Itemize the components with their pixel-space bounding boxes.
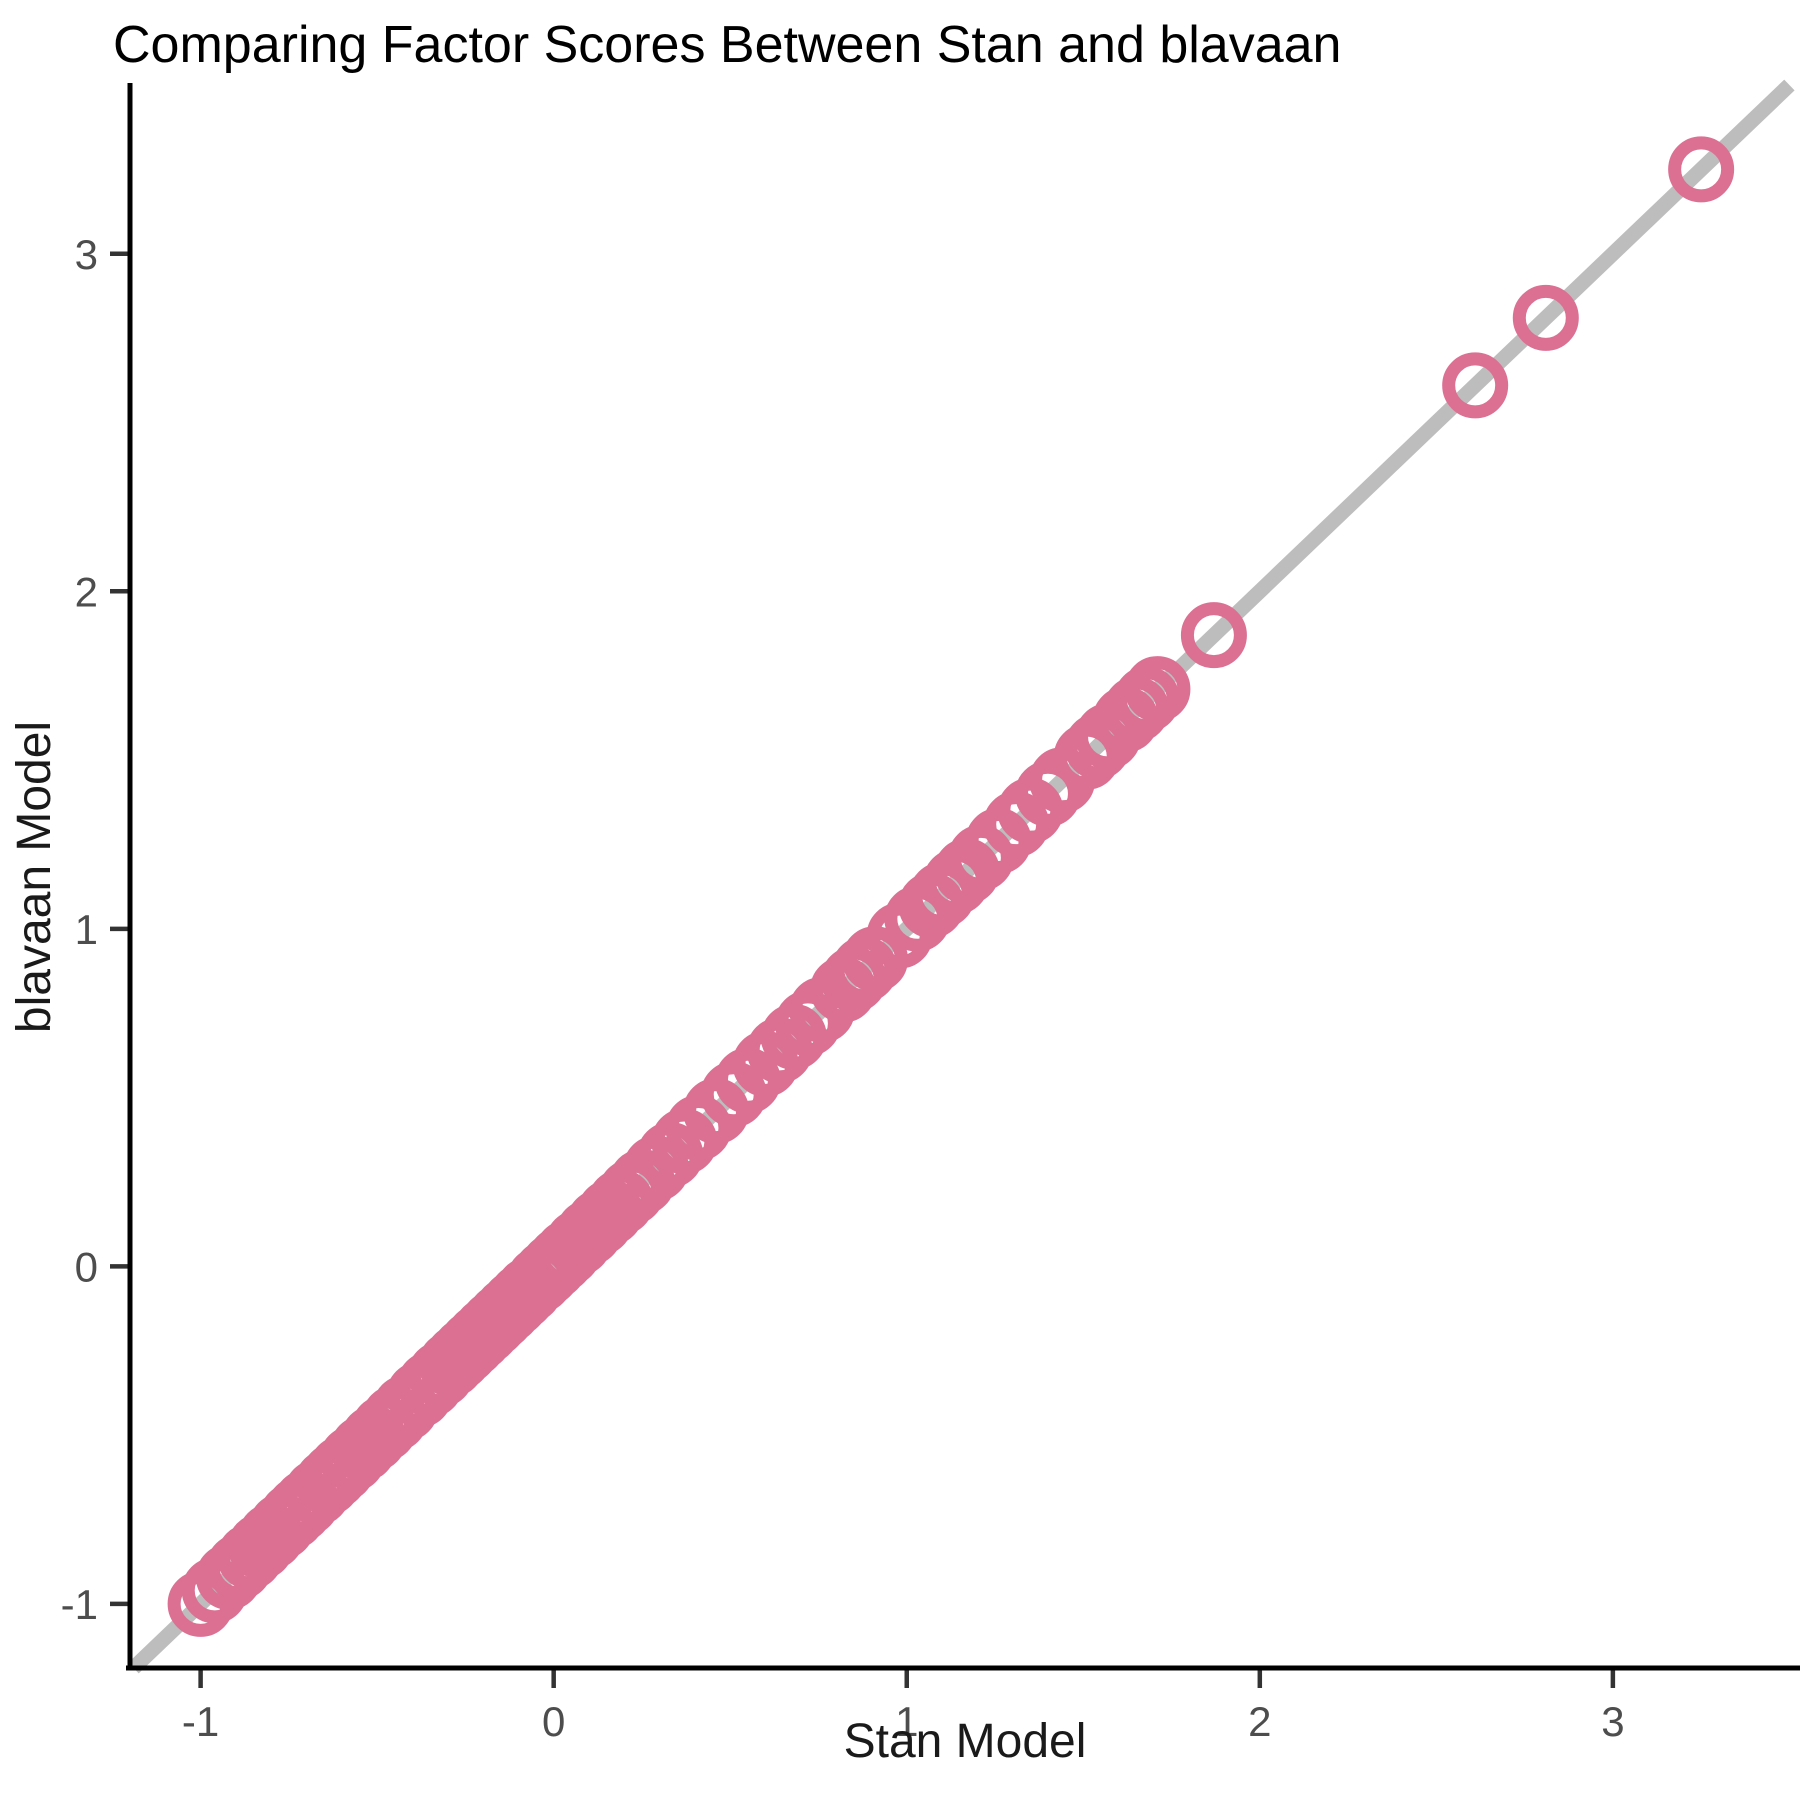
data-point xyxy=(1442,352,1509,419)
plot-title: Comparing Factor Scores Between Stan and… xyxy=(113,16,1341,74)
data-point xyxy=(1512,284,1579,351)
x-axis-label: Stan Model xyxy=(844,1715,1087,1768)
x-tick-label: -1 xyxy=(182,1698,219,1745)
y-tick-label: 0 xyxy=(75,1243,98,1290)
data-points-layer xyxy=(167,136,1735,1637)
y-tick-label: 2 xyxy=(75,568,98,615)
x-tick-label: 0 xyxy=(542,1698,565,1745)
y-tick-label: 3 xyxy=(75,231,98,278)
x-tick-label: 3 xyxy=(1601,1698,1624,1745)
x-axis-ticks: -1 0 1 2 3 xyxy=(182,1670,1625,1745)
x-tick-label: 1 xyxy=(895,1698,918,1745)
y-axis-ticks: -1 0 1 2 3 xyxy=(61,231,128,1628)
data-point xyxy=(1014,760,1081,827)
data-point xyxy=(774,990,841,1057)
data-point xyxy=(1113,666,1180,733)
data-point xyxy=(1180,602,1247,669)
x-tick-label: 2 xyxy=(1248,1698,1271,1745)
y-tick-label: 1 xyxy=(75,906,98,953)
data-point xyxy=(1668,136,1735,203)
data-point xyxy=(831,936,898,1003)
y-axis-label: blavaan Model xyxy=(8,721,61,1033)
axes-layer: -1 0 1 2 3 -1 0 1 2 3 xyxy=(61,83,1800,1745)
data-point xyxy=(1124,656,1191,723)
y-tick-label: -1 xyxy=(61,1581,98,1628)
